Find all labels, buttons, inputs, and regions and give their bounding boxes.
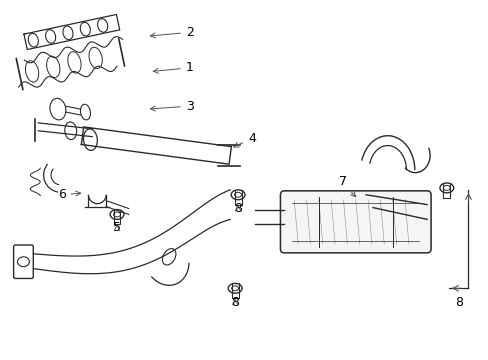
Text: 8: 8: [231, 296, 239, 309]
Text: 8: 8: [234, 202, 242, 216]
Text: 6: 6: [58, 188, 81, 201]
Text: 1: 1: [153, 61, 193, 74]
Text: 2: 2: [150, 26, 193, 39]
FancyBboxPatch shape: [280, 191, 430, 253]
Text: 5: 5: [113, 221, 121, 234]
Text: 8: 8: [454, 296, 462, 309]
Text: 4: 4: [233, 132, 255, 147]
Text: 7: 7: [338, 175, 355, 197]
Text: 3: 3: [150, 100, 193, 113]
